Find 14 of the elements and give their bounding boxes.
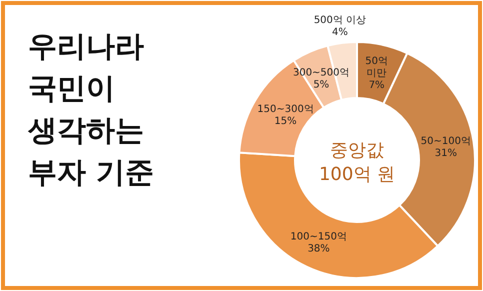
data-label: 7% <box>368 80 385 92</box>
slice-label: 50~100억 <box>420 136 471 147</box>
data-label: 38% <box>308 243 330 254</box>
text: 중앙값 100억 원 <box>318 140 396 185</box>
slice-label: 100~150억 <box>290 231 347 242</box>
slice-label: 500억 이상 <box>314 15 366 26</box>
data-label: 15% <box>274 116 297 128</box>
data-label: 31% <box>434 148 458 159</box>
slice-label: 50억 미만 <box>365 56 388 80</box>
slice-label: 300~500억 <box>292 67 350 78</box>
text: 우리나라 국민이 생각하는 부자 기준 <box>27 29 154 189</box>
data-label: 5% <box>313 79 330 90</box>
data-label: 4% <box>332 27 348 38</box>
slice-label: 150~300억 <box>257 104 314 116</box>
